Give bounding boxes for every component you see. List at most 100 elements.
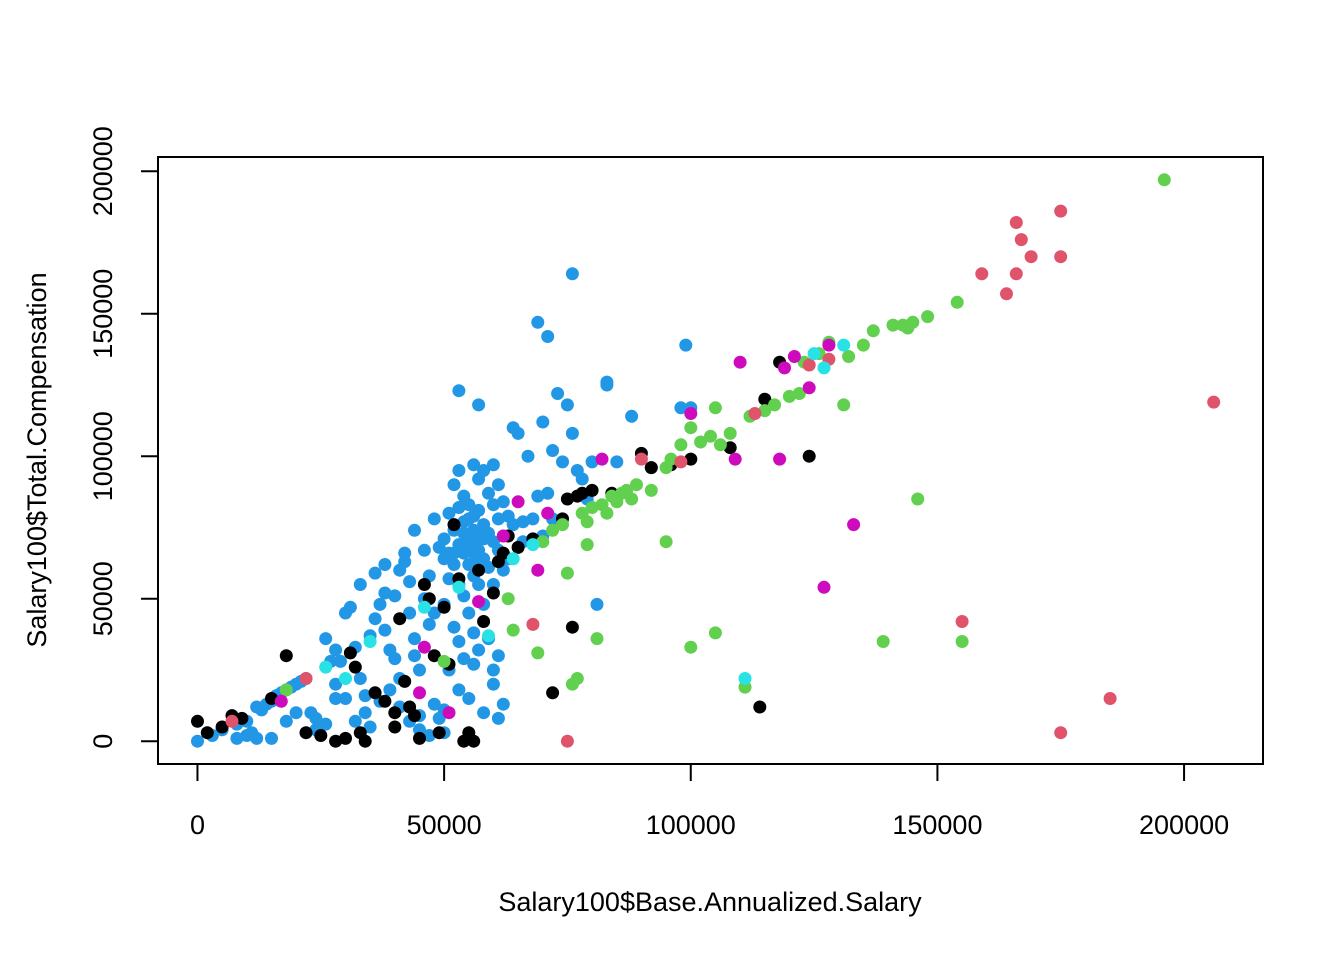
- data-point: [417, 543, 431, 557]
- data-point: [837, 398, 851, 412]
- data-point: [279, 683, 293, 697]
- data-point: [348, 660, 362, 674]
- data-point: [531, 563, 545, 577]
- data-point: [679, 338, 693, 352]
- data-point: [339, 692, 352, 705]
- data-point: [447, 546, 461, 560]
- data-point: [472, 563, 486, 577]
- data-point: [353, 672, 367, 685]
- data-point: [496, 697, 510, 711]
- data-point: [1024, 250, 1038, 264]
- data-point: [630, 478, 643, 492]
- data-point: [684, 452, 698, 466]
- data-point: [462, 558, 476, 571]
- x-tick-label: 100000: [646, 810, 736, 840]
- data-point: [398, 674, 412, 688]
- data-point: [467, 657, 481, 671]
- data-point: [447, 478, 461, 492]
- data-point: [664, 452, 678, 466]
- data-point: [442, 572, 456, 586]
- data-point: [403, 606, 417, 620]
- data-point: [560, 566, 574, 580]
- data-point: [536, 415, 550, 429]
- data-point: [329, 643, 343, 657]
- data-point: [368, 566, 382, 580]
- data-point: [575, 472, 589, 486]
- data-point: [817, 580, 831, 594]
- data-point: [225, 714, 239, 728]
- data-point: [556, 455, 569, 469]
- data-point: [417, 600, 431, 614]
- data-point: [1157, 173, 1171, 187]
- data-point: [329, 677, 343, 691]
- x-tick-label: 50000: [407, 810, 482, 840]
- data-point: [339, 731, 352, 745]
- y-tick-label: 200000: [88, 126, 118, 216]
- data-point: [822, 338, 836, 352]
- data-point: [580, 538, 594, 552]
- data-point: [462, 606, 476, 620]
- data-point: [565, 267, 579, 281]
- data-point: [738, 672, 752, 685]
- data-point: [279, 714, 293, 728]
- x-axis: 0 50000 100000 150000 200000: [190, 763, 1229, 840]
- data-point: [348, 714, 362, 728]
- data-point: [526, 538, 540, 552]
- data-point: [422, 729, 436, 742]
- data-point: [200, 726, 214, 740]
- data-point: [580, 515, 594, 529]
- data-point: [837, 338, 851, 352]
- data-point: [230, 731, 244, 745]
- data-point: [1009, 267, 1023, 281]
- data-point: [526, 617, 540, 631]
- data-point: [674, 455, 688, 469]
- data-point: [462, 498, 476, 512]
- data-point: [339, 672, 352, 685]
- data-point: [486, 586, 500, 600]
- data-point: [491, 649, 505, 663]
- data-point: [556, 518, 569, 532]
- data-point: [1009, 216, 1023, 229]
- data-point: [378, 558, 392, 571]
- data-point: [600, 506, 614, 520]
- data-point: [413, 663, 426, 677]
- data-point: [551, 387, 565, 400]
- data-point: [516, 515, 530, 529]
- points-layer: [191, 173, 1221, 748]
- data-point: [279, 649, 293, 663]
- data-point: [1207, 395, 1221, 409]
- data-point: [496, 529, 510, 543]
- data-point: [427, 512, 441, 526]
- data-point: [595, 452, 609, 466]
- data-point: [299, 672, 313, 685]
- data-point: [748, 407, 762, 420]
- data-point: [531, 646, 545, 660]
- data-point: [684, 407, 698, 420]
- data-point: [467, 458, 481, 472]
- data-point: [753, 700, 767, 714]
- data-point: [585, 501, 599, 514]
- data-point: [634, 452, 648, 466]
- data-point: [708, 401, 722, 415]
- data-point: [600, 375, 614, 389]
- data-point: [388, 720, 402, 734]
- data-point: [802, 381, 816, 395]
- data-point: [191, 734, 204, 748]
- data-point: [388, 706, 402, 720]
- data-point: [467, 626, 481, 640]
- data-point: [486, 498, 500, 512]
- data-point: [437, 600, 451, 614]
- data-point: [437, 532, 451, 546]
- x-tick-label: 0: [190, 810, 205, 840]
- data-point: [866, 324, 880, 338]
- data-point: [506, 518, 520, 532]
- data-point: [541, 506, 555, 520]
- data-point: [403, 575, 417, 589]
- data-point: [452, 464, 466, 477]
- data-point: [546, 444, 560, 457]
- data-point: [408, 523, 421, 537]
- data-point: [708, 626, 722, 640]
- data-point: [950, 295, 964, 309]
- data-point: [452, 384, 466, 398]
